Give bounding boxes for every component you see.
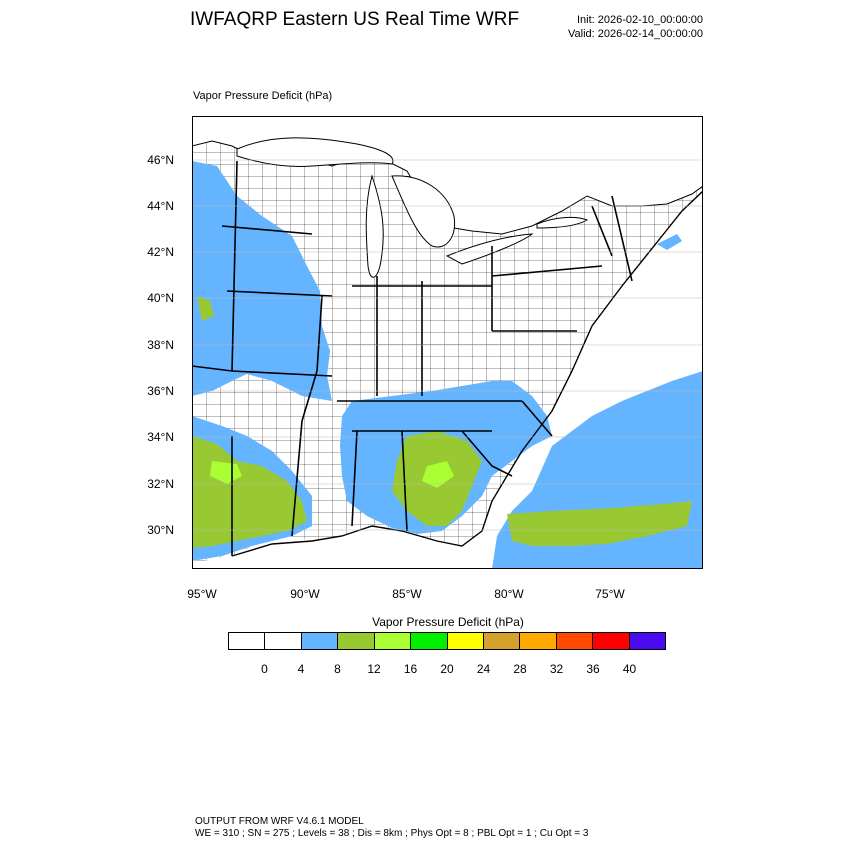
- colorbar-swatch: [556, 633, 594, 649]
- colorbar-tick-label: 16: [403, 662, 418, 676]
- lon-label: 90°W: [290, 587, 320, 601]
- colorbar-swatch: [411, 633, 448, 649]
- colorbar-swatch: [593, 633, 630, 649]
- colorbar-tick-label: 0: [261, 662, 268, 676]
- colorbar-swatch: [338, 633, 375, 649]
- vpd-blue-west: [192, 161, 332, 401]
- graticule: [192, 159, 703, 531]
- colorbar-tick-label: 4: [297, 662, 305, 676]
- colorbar-tick-label: 32: [549, 662, 564, 676]
- lake-ontario: [536, 216, 589, 229]
- colorbar-swatch: [229, 633, 266, 649]
- lon-label: 80°W: [494, 587, 524, 601]
- lat-label: 44°N: [147, 199, 174, 213]
- lat-label: 34°N: [147, 430, 174, 444]
- colorbar-tick-label: 12: [367, 662, 381, 676]
- vpd-green-north: [197, 296, 214, 321]
- footer-model-line: OUTPUT FROM WRF V4.6.1 MODEL: [195, 816, 364, 827]
- valid-time: Valid: 2026-02-14_00:00:00: [568, 28, 703, 40]
- vpd-blue-neinset: [657, 234, 682, 250]
- colorbar-swatch: [301, 633, 339, 649]
- lat-label: 38°N: [147, 338, 174, 352]
- vpd-map: [192, 116, 703, 569]
- coastline: [231, 190, 703, 557]
- colorbar-swatch: [374, 633, 412, 649]
- colorbar-tick-label: 40: [622, 662, 637, 676]
- lake-superior: [236, 137, 394, 167]
- colorbar-swatch: [520, 633, 557, 649]
- lat-label: 46°N: [147, 153, 174, 167]
- lat-label: 36°N: [147, 384, 174, 398]
- vpd-green-ocean: [507, 501, 692, 546]
- lake-erie: [445, 233, 534, 265]
- colorbar-tick-label: 20: [440, 662, 454, 676]
- colorbar-tick-label: 24: [476, 662, 491, 676]
- vpd-lightgreen-georgia: [422, 461, 454, 488]
- lat-label: 42°N: [147, 245, 174, 259]
- lon-label: 75°W: [595, 587, 625, 601]
- colorbar-swatch: [447, 633, 484, 649]
- footer: OUTPUT FROM WRF V4.6.1 MODEL WE = 310 ; …: [195, 816, 588, 840]
- state-borders: [192, 160, 633, 556]
- colorbar-tick-label: 28: [513, 662, 527, 676]
- colorbar-swatch: [483, 633, 521, 649]
- colorbar-swatch: [265, 633, 302, 649]
- vpd-lightgreen-texas: [210, 461, 242, 484]
- land-area: [192, 116, 703, 566]
- colorbar: [228, 632, 666, 650]
- colorbar-tick-label: 36: [586, 662, 600, 676]
- lat-label: 30°N: [147, 523, 174, 537]
- colorbar-tick-label: 8: [334, 662, 341, 676]
- footer-config-line: WE = 310 ; SN = 275 ; Levels = 38 ; Dis …: [195, 828, 589, 839]
- colorbar-swatch: [629, 633, 666, 649]
- run-times: Init: 2026-02-10_00:00:00 Valid: 2026-02…: [568, 13, 703, 41]
- colorbar-title: Vapor Pressure Deficit (hPa): [372, 615, 524, 629]
- lon-label: 95°W: [187, 587, 217, 601]
- lon-label: 85°W: [392, 587, 422, 601]
- lake-huron: [391, 175, 456, 248]
- variable-label: Vapor Pressure Deficit (hPa): [193, 90, 333, 102]
- init-time: Init: 2026-02-10_00:00:00: [577, 14, 703, 26]
- page-title: IWFAQRP Eastern US Real Time WRF: [190, 9, 520, 30]
- lat-label: 32°N: [147, 477, 174, 491]
- lat-label: 40°N: [147, 291, 174, 305]
